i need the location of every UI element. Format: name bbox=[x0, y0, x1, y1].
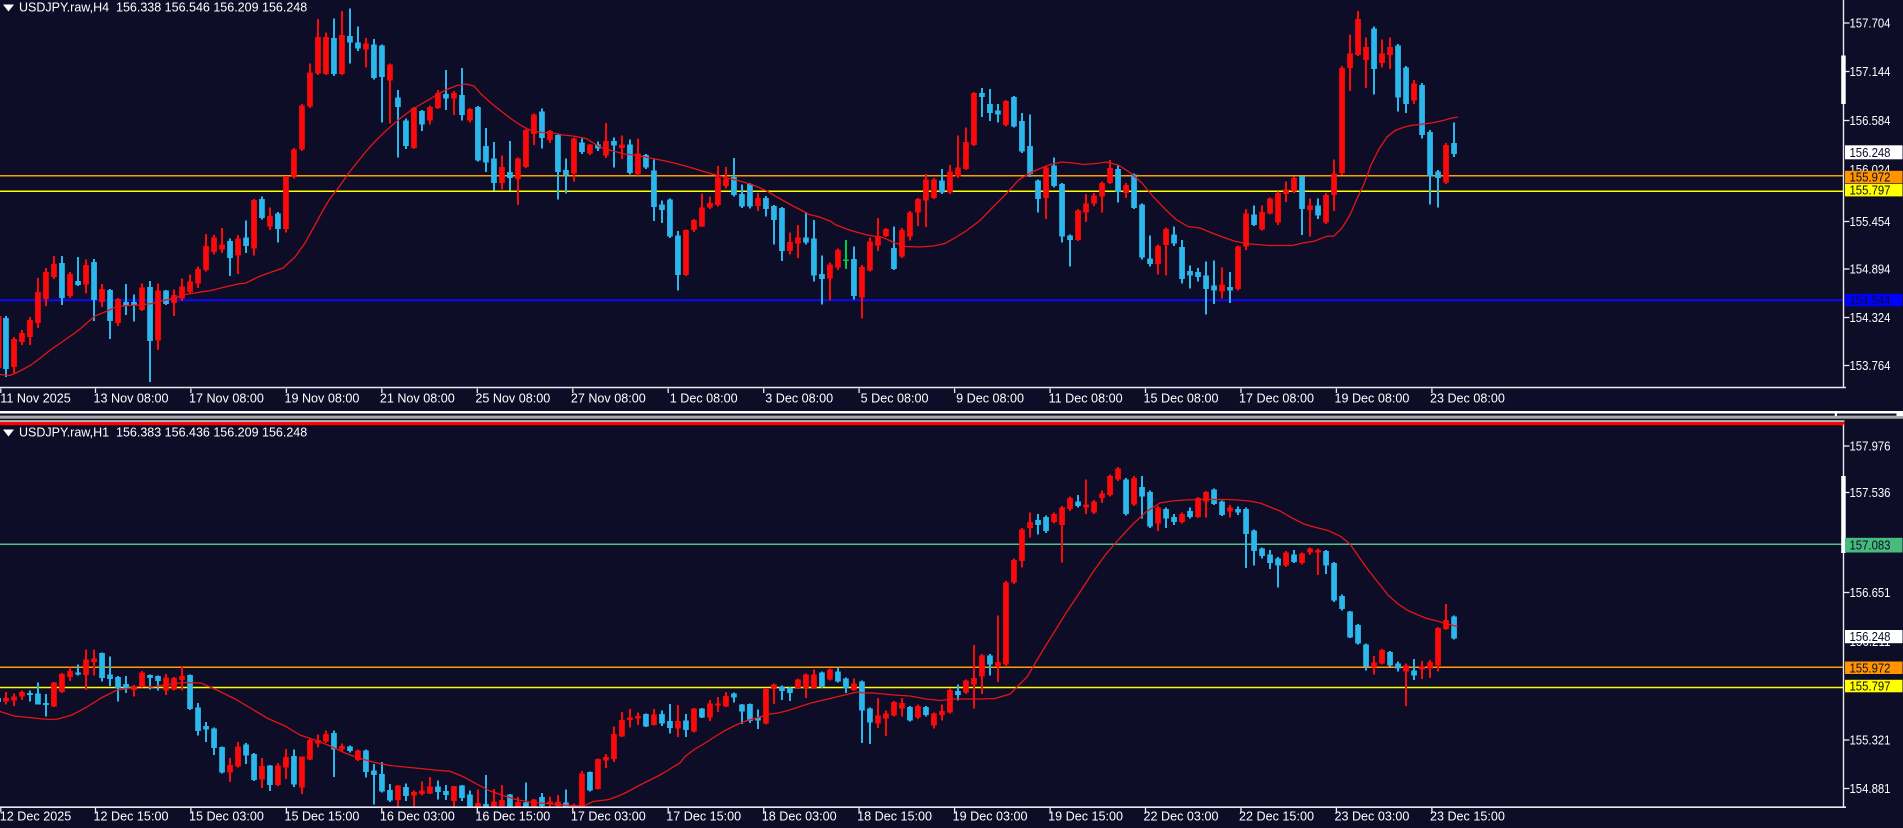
svg-text:156.651: 156.651 bbox=[1850, 585, 1891, 600]
svg-text:19 Dec 03:00: 19 Dec 03:00 bbox=[953, 810, 1028, 824]
svg-text:16 Dec 15:00: 16 Dec 15:00 bbox=[475, 810, 550, 824]
svg-text:17 Dec 08:00: 17 Dec 08:00 bbox=[1239, 392, 1314, 406]
svg-text:3 Dec 08:00: 3 Dec 08:00 bbox=[765, 392, 833, 406]
svg-text:155.972: 155.972 bbox=[1850, 660, 1891, 675]
svg-text:19 Dec 08:00: 19 Dec 08:00 bbox=[1334, 392, 1409, 406]
svg-text:155.797: 155.797 bbox=[1850, 679, 1891, 694]
svg-text:19 Dec 15:00: 19 Dec 15:00 bbox=[1048, 810, 1123, 824]
svg-text:5 Dec 08:00: 5 Dec 08:00 bbox=[861, 392, 929, 406]
svg-text:12 Dec 2025: 12 Dec 2025 bbox=[0, 810, 71, 824]
svg-text:22 Dec 15:00: 22 Dec 15:00 bbox=[1239, 810, 1314, 824]
svg-text:27 Nov 08:00: 27 Nov 08:00 bbox=[571, 392, 646, 406]
svg-text:22 Dec 03:00: 22 Dec 03:00 bbox=[1144, 810, 1219, 824]
svg-text:9 Dec 08:00: 9 Dec 08:00 bbox=[956, 392, 1024, 406]
svg-text:23 Dec 15:00: 23 Dec 15:00 bbox=[1430, 810, 1505, 824]
svg-text:19 Nov 08:00: 19 Nov 08:00 bbox=[284, 392, 359, 406]
svg-text:15 Dec 08:00: 15 Dec 08:00 bbox=[1144, 392, 1219, 406]
svg-text:156.584: 156.584 bbox=[1850, 113, 1891, 128]
svg-text:154.894: 154.894 bbox=[1850, 262, 1891, 277]
svg-text:17 Dec 03:00: 17 Dec 03:00 bbox=[571, 810, 646, 824]
svg-text:157.976: 157.976 bbox=[1850, 439, 1891, 454]
svg-text:12 Dec 15:00: 12 Dec 15:00 bbox=[94, 810, 169, 824]
svg-text:18 Dec 15:00: 18 Dec 15:00 bbox=[857, 810, 932, 824]
svg-text:13 Nov 08:00: 13 Nov 08:00 bbox=[94, 392, 169, 406]
svg-text:156.248: 156.248 bbox=[1850, 145, 1891, 160]
svg-text:11 Dec 08:00: 11 Dec 08:00 bbox=[1049, 392, 1123, 406]
svg-text:155.972: 155.972 bbox=[1850, 170, 1891, 185]
svg-text:156.248: 156.248 bbox=[1850, 629, 1891, 644]
svg-text:17 Nov 08:00: 17 Nov 08:00 bbox=[189, 392, 264, 406]
svg-text:11 Nov 2025: 11 Nov 2025 bbox=[0, 392, 70, 406]
svg-text:155.454: 155.454 bbox=[1850, 214, 1891, 229]
svg-text:17 Dec 15:00: 17 Dec 15:00 bbox=[666, 810, 741, 824]
svg-text:23 Dec 03:00: 23 Dec 03:00 bbox=[1334, 810, 1409, 824]
svg-text:153.764: 153.764 bbox=[1850, 358, 1891, 373]
svg-text:25 Nov 08:00: 25 Nov 08:00 bbox=[475, 392, 550, 406]
svg-text:157.704: 157.704 bbox=[1850, 16, 1891, 31]
svg-text:18 Dec 03:00: 18 Dec 03:00 bbox=[762, 810, 837, 824]
svg-text:USDJPY.raw,H1 156.383 156.436: USDJPY.raw,H1 156.383 156.436 156.209 15… bbox=[19, 426, 307, 440]
svg-text:154.544: 154.544 bbox=[1850, 293, 1891, 308]
svg-text:16 Dec 03:00: 16 Dec 03:00 bbox=[380, 810, 455, 824]
svg-text:154.324: 154.324 bbox=[1850, 310, 1891, 325]
svg-text:15 Dec 03:00: 15 Dec 03:00 bbox=[189, 810, 264, 824]
svg-text:157.144: 157.144 bbox=[1850, 64, 1891, 79]
svg-text:155.321: 155.321 bbox=[1850, 733, 1891, 748]
svg-text:23 Dec 08:00: 23 Dec 08:00 bbox=[1430, 392, 1505, 406]
svg-text:155.797: 155.797 bbox=[1850, 183, 1891, 198]
svg-text:15 Dec 15:00: 15 Dec 15:00 bbox=[284, 810, 359, 824]
svg-text:1 Dec 08:00: 1 Dec 08:00 bbox=[670, 392, 738, 406]
svg-text:157.083: 157.083 bbox=[1850, 538, 1891, 553]
svg-text:154.881: 154.881 bbox=[1850, 781, 1891, 796]
svg-text:157.536: 157.536 bbox=[1850, 485, 1891, 500]
svg-text:21 Nov 08:00: 21 Nov 08:00 bbox=[380, 392, 455, 406]
svg-text:USDJPY.raw,H4 156.338 156.546: USDJPY.raw,H4 156.338 156.546 156.209 15… bbox=[19, 1, 307, 15]
